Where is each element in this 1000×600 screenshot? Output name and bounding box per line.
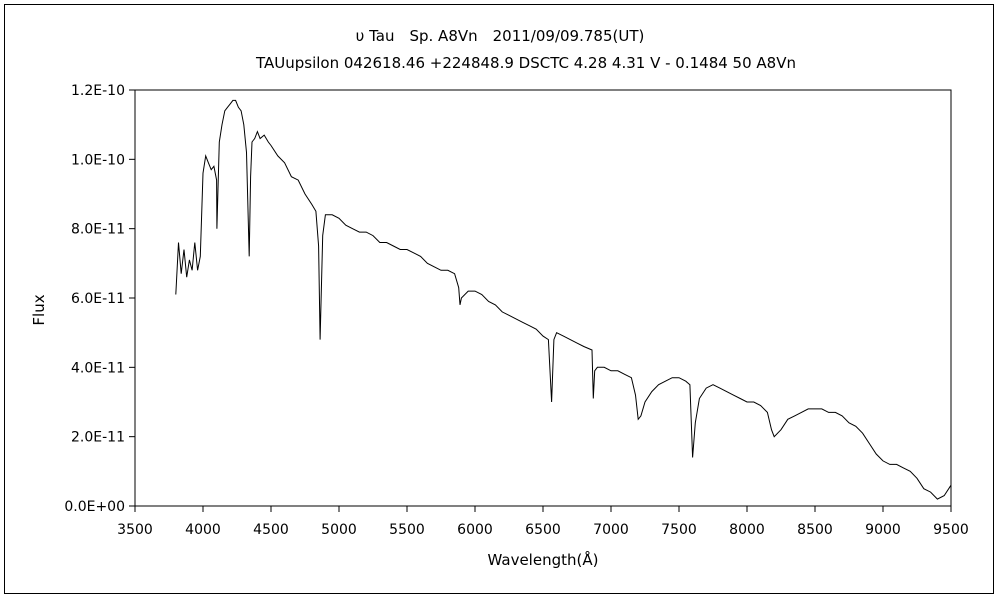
x-axis: 3500 4000 4500 5000 5500 6000 6500 7000 7500 8000…: [117, 506, 969, 538]
plot-area: [134, 89, 952, 507]
x-tick-label: 6000: [457, 522, 493, 538]
chart-title: υ Tau Sp. A8Vn 2011/09/09.785(UT): [356, 27, 645, 45]
x-tick-label: 8000: [729, 522, 765, 538]
y-axis: 0.0E+00 2.0E-11 4.0E-11 6.0E-11 8.0E-11 1.0E-…: [64, 83, 135, 515]
chart-frame: [4, 4, 994, 594]
x-tick-label: 9500: [933, 522, 969, 538]
y-tick-label: 1.0E-10: [71, 152, 125, 168]
chart-subtitle: TAUupsilon 042618.46 +224848.9 DSCTC 4.2…: [255, 54, 796, 72]
x-tick-label: 8500: [797, 522, 833, 538]
x-tick-label: 7500: [661, 522, 697, 538]
y-tick-label: 1.2E-10: [71, 83, 125, 99]
y-tick-label: 4.0E-11: [71, 360, 125, 376]
y-tick-label: 0.0E+00: [64, 499, 125, 515]
x-tick-label: 7000: [593, 522, 629, 538]
x-axis-label: Wavelength(Å): [488, 550, 599, 569]
y-axis-label: Flux: [30, 294, 48, 325]
x-tick-label: 6500: [525, 522, 561, 538]
x-tick-label: 5500: [389, 522, 425, 538]
y-tick-label: 6.0E-11: [71, 291, 125, 307]
y-tick-label: 8.0E-11: [71, 222, 125, 238]
x-tick-label: 4500: [253, 522, 289, 538]
x-tick-label: 9000: [865, 522, 901, 538]
y-tick-label: 2.0E-11: [71, 430, 125, 446]
x-tick-label: 5000: [321, 522, 357, 538]
x-tick-label: 4000: [185, 522, 221, 538]
x-tick-label: 3500: [117, 522, 153, 538]
spectrum-line: [175, 99, 952, 500]
